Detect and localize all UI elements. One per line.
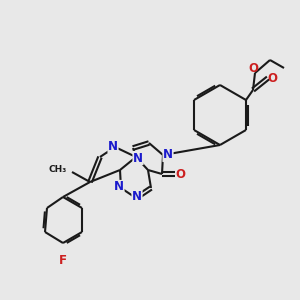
Text: F: F	[59, 254, 67, 266]
Text: O: O	[267, 71, 277, 85]
Text: N: N	[163, 148, 173, 161]
Text: N: N	[132, 190, 142, 202]
Text: N: N	[108, 140, 118, 152]
Text: CH₃: CH₃	[49, 166, 67, 175]
Text: O: O	[248, 62, 258, 76]
Text: O: O	[175, 167, 185, 181]
Text: N: N	[114, 181, 124, 194]
Text: N: N	[133, 152, 143, 164]
